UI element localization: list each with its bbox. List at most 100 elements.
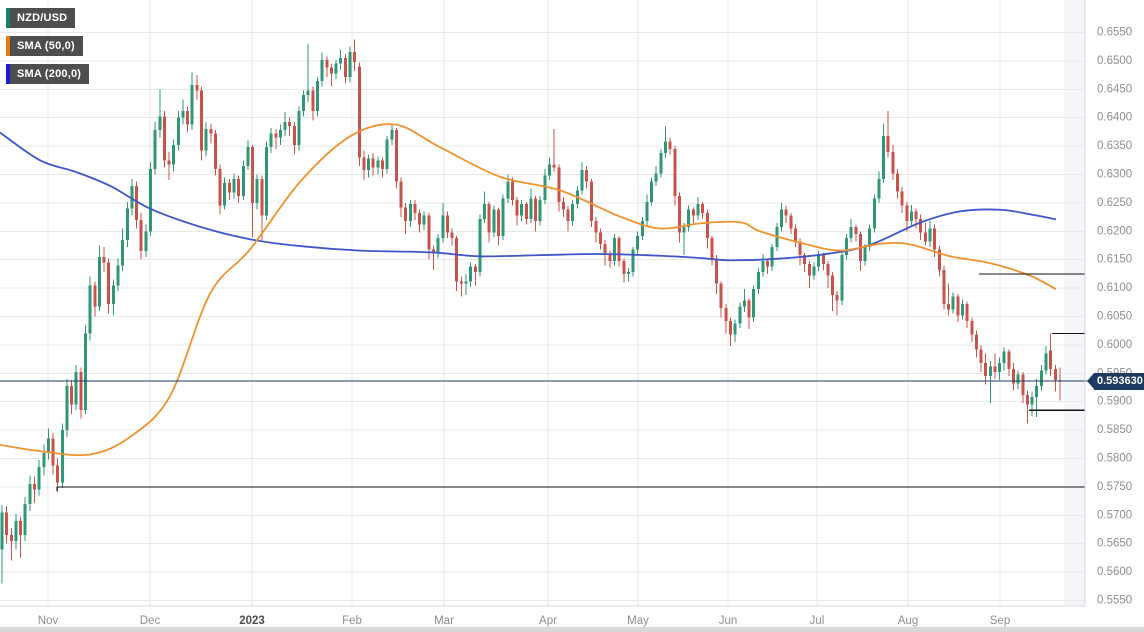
- candle-body: [784, 209, 788, 216]
- candle-body: [121, 239, 125, 266]
- candle-body: [798, 241, 802, 256]
- legend-item-symbol[interactable]: NZD/USD: [6, 8, 76, 28]
- candle-body: [79, 372, 83, 411]
- candle-body: [687, 209, 691, 227]
- candle-body: [756, 272, 760, 290]
- chart-horizontal-scrollbar[interactable]: [0, 627, 1144, 632]
- candle-body: [385, 139, 389, 169]
- candle-body: [733, 323, 737, 335]
- candle-body: [900, 191, 904, 206]
- candle-body: [979, 349, 983, 364]
- candle-body: [390, 130, 394, 140]
- candle-body: [343, 58, 347, 77]
- candle-body: [960, 304, 964, 316]
- y-axis-label: 0.6150: [1097, 254, 1132, 266]
- candle-body: [770, 247, 774, 267]
- candle-body: [636, 235, 640, 250]
- candle-body: [561, 201, 565, 210]
- candle-body: [719, 283, 723, 308]
- candle-body: [130, 185, 134, 209]
- candle-body: [886, 135, 890, 152]
- candle-body: [529, 198, 533, 219]
- y-axis-label: 0.6450: [1097, 83, 1132, 95]
- candle-body: [1035, 385, 1039, 398]
- candle-body: [728, 321, 732, 335]
- candle-body: [984, 363, 988, 377]
- candle-body: [478, 218, 482, 273]
- candle-body: [135, 185, 139, 220]
- candle-body: [520, 204, 524, 216]
- legend-symbol-label: NZD/USD: [10, 8, 76, 28]
- candle-body: [473, 266, 477, 273]
- candle-body: [803, 255, 807, 265]
- candle-body: [538, 200, 542, 222]
- y-axis-label: 0.6350: [1097, 140, 1132, 152]
- candle-body: [919, 218, 923, 233]
- candle-body: [914, 211, 918, 219]
- sma50-color-swatch: [6, 36, 10, 56]
- candle-body: [167, 160, 171, 165]
- candle-body: [455, 238, 459, 282]
- candle-body: [664, 141, 668, 153]
- candle-body: [334, 63, 338, 74]
- candle-body: [780, 209, 784, 227]
- candle-body: [5, 512, 9, 536]
- candle-body: [139, 219, 143, 252]
- legend-item-sma50[interactable]: SMA (50,0): [6, 36, 83, 56]
- candle-body: [937, 249, 941, 270]
- candle-body: [144, 231, 148, 252]
- y-axis-label: 0.5750: [1097, 481, 1132, 493]
- y-axis-label: 0.6100: [1097, 282, 1132, 294]
- candle-body: [691, 209, 695, 216]
- candle-body: [316, 80, 320, 111]
- candle-body: [882, 135, 886, 180]
- candle-body: [394, 130, 398, 182]
- candle-body: [404, 207, 408, 222]
- candle-body: [492, 209, 496, 233]
- candle-body: [227, 183, 231, 193]
- candle-body: [1021, 374, 1025, 395]
- candle-body: [274, 133, 278, 138]
- candle-body: [650, 181, 654, 202]
- candle-body: [682, 226, 686, 233]
- candle-body: [506, 181, 510, 199]
- candle-body: [608, 255, 612, 261]
- candle-body: [371, 158, 375, 168]
- y-axis-label: 0.5800: [1097, 453, 1132, 465]
- candle-body: [213, 133, 217, 169]
- candle-body: [413, 204, 417, 214]
- candle-body: [469, 266, 473, 282]
- candle-body: [278, 130, 282, 138]
- candle-body: [1044, 353, 1048, 371]
- candle-body: [399, 181, 403, 208]
- sma50-line: [0, 123, 1057, 457]
- candle-body: [190, 84, 194, 125]
- candle-body: [264, 147, 268, 216]
- y-axis-label: 0.6500: [1097, 55, 1132, 67]
- candle-body: [724, 307, 728, 322]
- legend-item-sma200[interactable]: SMA (200,0): [6, 64, 90, 84]
- candle-body: [659, 152, 663, 174]
- candle-body: [752, 289, 756, 318]
- y-axis-label: 0.6000: [1097, 339, 1132, 351]
- candle-body: [1012, 368, 1016, 384]
- candle-body: [195, 84, 199, 91]
- sma200-line: [0, 131, 1057, 262]
- candle-body: [789, 215, 793, 229]
- current-price-value: 0.593630: [1094, 372, 1144, 390]
- candle-body: [923, 232, 927, 242]
- candle-body: [928, 228, 932, 242]
- y-axis-label: 0.5650: [1097, 538, 1132, 550]
- candle-body: [677, 196, 681, 233]
- candle-body: [408, 204, 412, 222]
- candle-body: [237, 179, 241, 197]
- candle-body: [844, 238, 848, 256]
- candle-body: [951, 296, 955, 310]
- candle-body: [821, 255, 825, 265]
- candle-body: [320, 59, 324, 81]
- y-axis-label: 0.5900: [1097, 396, 1132, 408]
- candle-body: [158, 116, 162, 131]
- y-axis-label: 0.6050: [1097, 311, 1132, 323]
- candle-body: [738, 306, 742, 324]
